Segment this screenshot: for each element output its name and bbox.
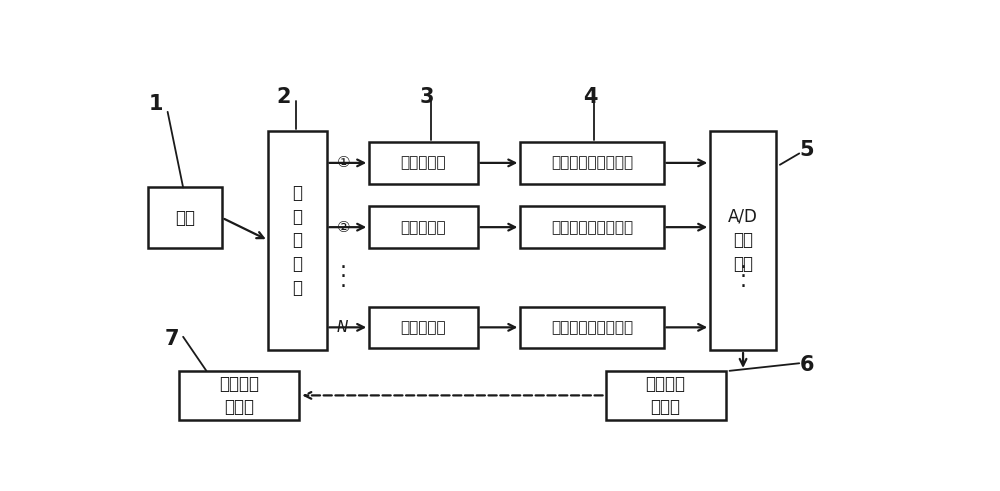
Bar xyxy=(369,142,478,184)
Text: 1: 1 xyxy=(149,94,163,114)
Text: 窄带滤光片: 窄带滤光片 xyxy=(401,155,446,170)
Text: 5: 5 xyxy=(800,139,814,160)
Text: ·: · xyxy=(339,267,346,287)
Bar xyxy=(369,306,478,348)
Text: 3: 3 xyxy=(420,87,434,107)
Text: ·: · xyxy=(740,277,747,297)
Text: 远程监控
计算机: 远程监控 计算机 xyxy=(219,375,259,416)
Text: 光纤: 光纤 xyxy=(175,209,195,227)
Text: ①: ① xyxy=(337,155,350,170)
Text: A/D
转换
模块: A/D 转换 模块 xyxy=(728,208,758,273)
Text: ·: · xyxy=(740,258,747,278)
Bar xyxy=(179,371,299,420)
Text: 高灵敏度光电探测器: 高灵敏度光电探测器 xyxy=(551,155,633,170)
Text: ·: · xyxy=(339,258,346,278)
Text: 6: 6 xyxy=(800,355,814,375)
Text: 高灵敏度光电探测器: 高灵敏度光电探测器 xyxy=(551,320,633,335)
Text: ·: · xyxy=(740,267,747,287)
Bar xyxy=(520,306,664,348)
Bar xyxy=(520,142,664,184)
Bar xyxy=(369,206,478,248)
Bar xyxy=(520,206,664,248)
Text: 光
纤
耦
合
器: 光 纤 耦 合 器 xyxy=(292,184,302,297)
Text: 7: 7 xyxy=(164,328,179,349)
Bar xyxy=(148,188,222,248)
Bar xyxy=(606,371,726,420)
Text: 通讯协议
转换卡: 通讯协议 转换卡 xyxy=(646,375,686,416)
Text: 4: 4 xyxy=(583,87,597,107)
Text: ②: ② xyxy=(337,219,350,235)
Text: N: N xyxy=(337,320,348,335)
Text: 高灵敏度光电探测器: 高灵敏度光电探测器 xyxy=(551,219,633,235)
Text: 2: 2 xyxy=(277,87,291,107)
Text: ·: · xyxy=(339,277,346,297)
Text: 窄带滤光片: 窄带滤光片 xyxy=(401,320,446,335)
Text: 窄带滤光片: 窄带滤光片 xyxy=(401,219,446,235)
Bar xyxy=(268,131,326,350)
Bar xyxy=(710,131,776,350)
